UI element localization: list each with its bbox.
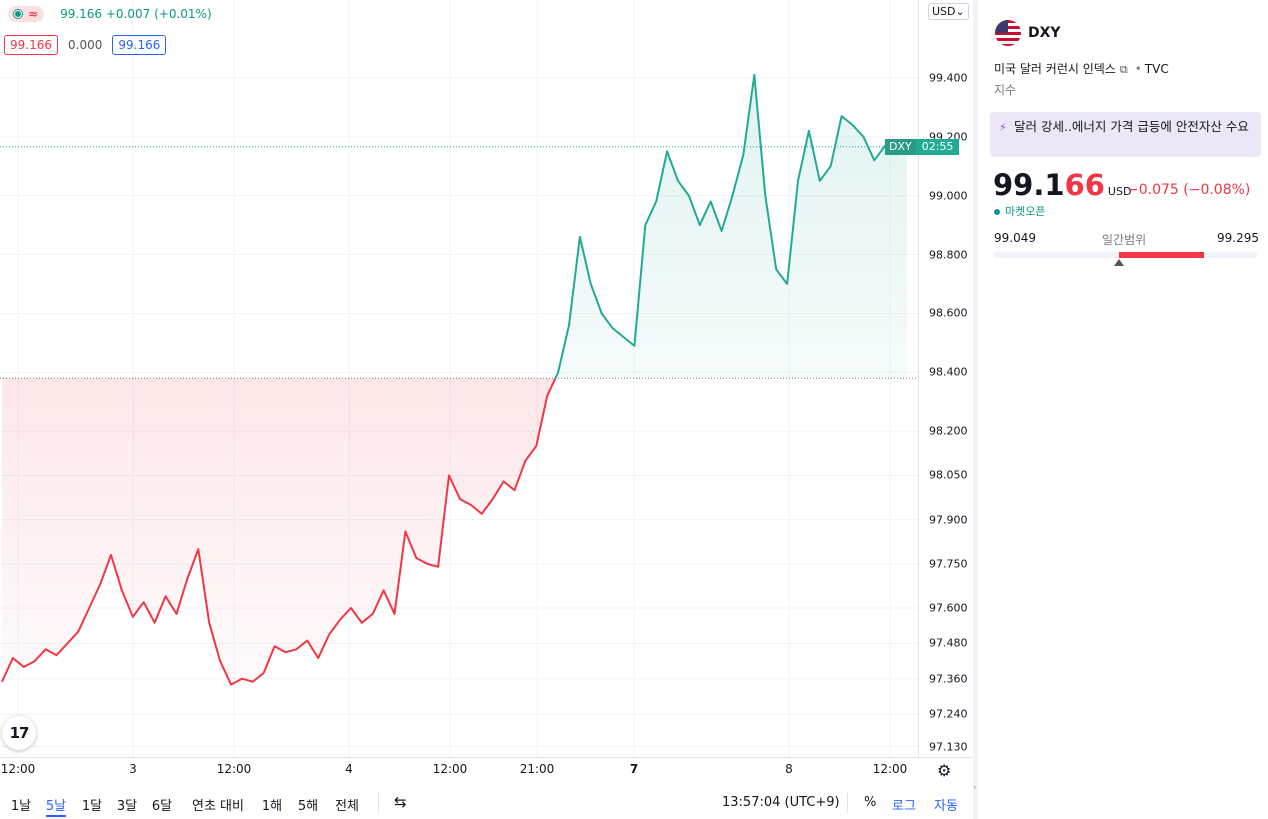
time-tick-label: 8 [785,762,793,776]
market-open-dot-icon [14,10,22,18]
external-link-icon[interactable]: ⧉ [1119,63,1128,76]
market-status: 마켓오픈 [994,203,1045,219]
percent-toggle[interactable]: % [864,795,877,810]
legend-price-change: 99.166 +0.007 (+0.01%) [60,7,212,21]
price-tick-label: 97.480 [929,636,968,650]
price-tick-label: 97.360 [929,672,968,686]
ask-price-button[interactable]: 99.166 [112,35,167,55]
symbol-description: 미국 달러 커런시 인덱스 ⧉ • TVC [994,60,1169,77]
last-price: 99.166 USD [993,168,1131,202]
chevron-down-icon: ⌄ [955,5,965,18]
price-tick-label: 97.900 [929,513,968,527]
range-button[interactable]: 연초 대비 [192,799,244,814]
above-baseline-area [555,74,907,379]
us-flag-icon [995,20,1021,46]
price-change: −0.075 (−0.08%) [1127,182,1251,198]
market-status-text: 마켓오픈 [1005,205,1046,218]
symbol-type: 지수 [994,83,1017,97]
below-baseline-area [2,378,556,685]
lightning-icon: ⚡ [999,121,1007,134]
news-headline[interactable]: ⚡ 달러 강세..에너지 가격 급등에 안전자산 수요 [990,112,1261,157]
market-status-pill[interactable]: ≈ [8,6,45,22]
range-button[interactable]: 6달 [151,799,173,814]
calendar-range-icon[interactable]: ⇆ [394,793,407,811]
range-button[interactable]: 1달 [81,799,103,814]
day-range-high: 99.295 [1217,231,1259,245]
price-tick-label: 98.600 [929,306,968,320]
price-tick-label: 97.750 [929,557,968,571]
price-tick-label: 97.130 [929,740,968,753]
chevron-right-icon[interactable]: › [973,783,977,793]
price-main: 99.1 [993,168,1065,202]
gear-icon[interactable]: ⚙ [937,761,952,780]
price-tick-label: 97.240 [929,707,968,721]
spread-value: 0.000 [68,38,103,52]
divider [378,793,379,813]
price-highlight: 66 [1064,168,1105,202]
price-axis[interactable]: USD⌄ 99.400 99.200 99.000 98.800 98.600 98.40… [885,0,973,757]
range-button[interactable]: 3달 [116,799,138,814]
price-tick-label: 98.800 [929,248,968,262]
symbol-title[interactable]: DXY [1028,25,1061,41]
price-tick-label: 98.200 [929,424,968,438]
series-line-above [554,73,908,379]
time-tick-label: 12:00 [0,762,36,776]
bid-price-button[interactable]: 99.166 [4,35,58,55]
price-tick-label: 99.000 [929,189,968,203]
day-open-marker-icon [1114,259,1125,266]
news-text: 달러 강세..에너지 가격 급등에 안전자산 수요 [1014,119,1249,134]
separator-dot: • [1134,62,1142,76]
price-chart[interactable] [0,0,918,757]
price-currency: USD [1107,185,1132,198]
time-tick-label: 12:00 [872,762,908,776]
price-tick-label: 98.050 [929,468,968,482]
chart-pane[interactable]: ≈ 99.166 +0.007 (+0.01%) 99.166 0.000 99… [0,0,918,757]
time-tick-label: 21:00 [519,762,555,776]
time-tick-label: 4 [345,762,353,776]
range-button[interactable]: 5해 [297,799,319,814]
currency-label: USD [932,5,956,18]
day-range-low: 99.049 [994,231,1036,245]
log-toggle[interactable]: 로그 [892,799,916,814]
time-tick-label: 12:00 [432,762,468,776]
time-tick-label: 3 [129,762,137,776]
price-tick-label: 99.400 [929,71,968,85]
time-tick-label: 7 [629,762,639,776]
range-button[interactable]: 1날 [10,799,32,814]
bottom-toolbar: 1날 5날 1달 3달 6달 연초 대비 1해 5해 전체 ⇆ 13:57:04 (UTC+9)… [0,785,973,819]
time-axis[interactable]: 12:00 3 12:00 4 12:00 21:00 7 8 12:00 ⚙ [0,757,973,781]
panel-divider[interactable] [973,0,978,819]
last-price-label: DXY 02:55 [885,138,960,155]
day-range-fill [1119,252,1205,258]
time-tick-label: 12:00 [216,762,252,776]
tradingview-logo-icon[interactable]: 17 [2,716,36,750]
symbol-details-panel: DXY 미국 달러 커런시 인덱스 ⧉ • TVC 지수 ⚡ 달러 강세..에너지 가… [978,0,1268,819]
divider [847,793,848,813]
currency-dropdown[interactable]: USD⌄ [928,3,969,20]
bar-countdown: 02:55 [921,140,954,154]
clock[interactable]: 13:57:04 (UTC+9) [722,795,840,810]
day-range-bar [994,252,1257,266]
range-button[interactable]: 전체 [335,799,359,814]
day-range-label: 일간범위 [1102,233,1147,247]
range-button[interactable]: 5날 [45,795,67,817]
market-open-dot-icon [994,209,1000,215]
chart-legend: ≈ 99.166 +0.007 (+0.01%) 99.166 0.000 99… [4,6,212,55]
delayed-data-icon: ≈ [28,7,39,21]
price-tick-label: 97.600 [929,601,968,615]
exchange-label: TVC [1144,62,1169,76]
auto-toggle[interactable]: 자동 [934,799,958,814]
range-button[interactable]: 1해 [261,799,283,814]
last-price-symbol: DXY [885,138,916,155]
series-line-below [1,377,557,686]
price-tick-label: 98.400 [929,365,968,379]
symbol-description-text[interactable]: 미국 달러 커런시 인덱스 [994,62,1116,76]
